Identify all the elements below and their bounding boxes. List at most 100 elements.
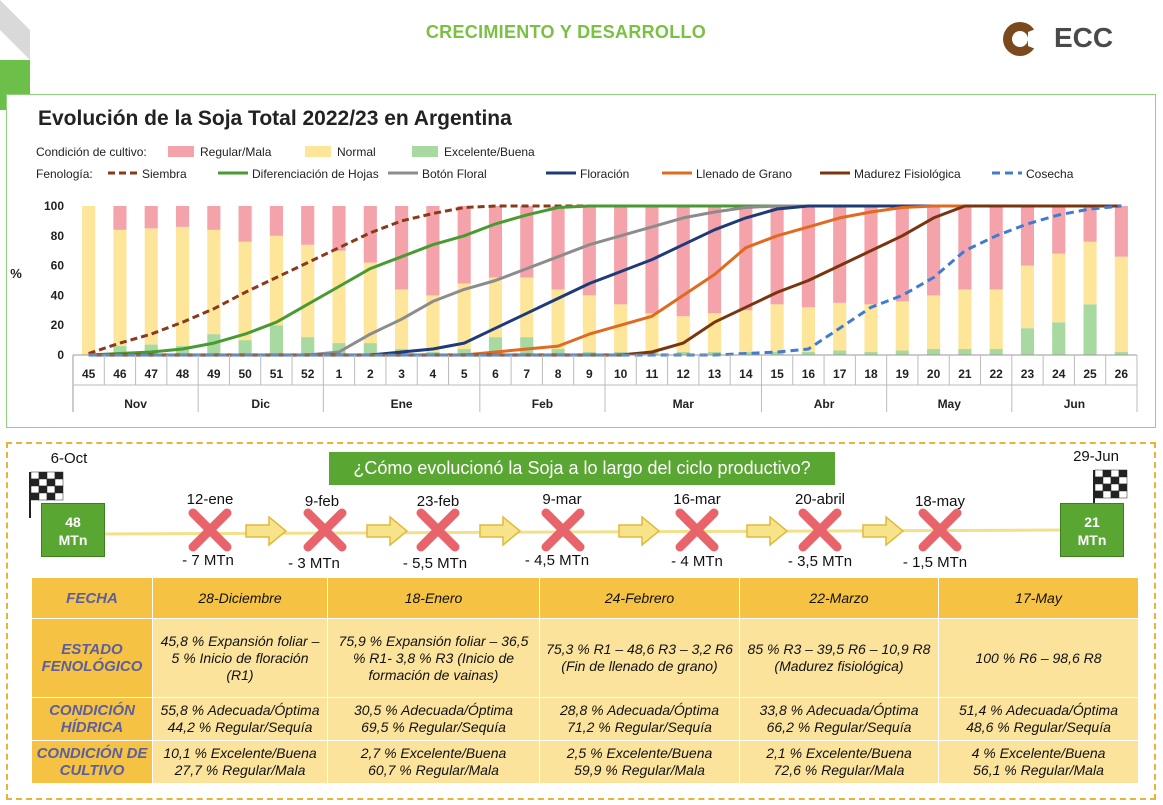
x-tick-label: 8	[555, 367, 562, 381]
estado-cell: 75,3 % R1 – 48,6 R3 – 3,2 R6 (Fin de lle…	[539, 618, 740, 698]
bar-segment	[801, 307, 815, 353]
bar-segment	[113, 206, 127, 230]
bar-segment	[927, 349, 941, 355]
logo-text: ECC	[1054, 22, 1114, 53]
bar-segment	[113, 229, 127, 347]
x-tick-label: 48	[176, 367, 190, 381]
legend-condicion-label: Condición de cultivo:	[36, 145, 147, 159]
x-tick-label: 50	[238, 367, 252, 381]
bar-segment	[739, 206, 753, 311]
legend-label: Cosecha	[1026, 167, 1074, 181]
arrow-right-icon	[862, 515, 905, 547]
bar-segment	[269, 235, 283, 326]
bar-segment	[520, 206, 534, 278]
month-label: Nov	[124, 397, 147, 411]
bar-segment	[582, 295, 596, 353]
start-flag-icon-square	[46, 485, 56, 494]
x-tick-label: 46	[113, 367, 127, 381]
start-flag-icon-square	[54, 492, 64, 501]
arrow-right-icon	[245, 515, 288, 547]
start-flag-icon-square	[54, 478, 64, 487]
month-label: Abr	[814, 397, 835, 411]
cultivo-line: 59,9 % Regular/Mala	[574, 762, 705, 778]
legend-fenologia-label: Fenología:	[36, 167, 93, 181]
cultivo-line: 4 % Excelente/Buena	[971, 745, 1106, 761]
legend-swatch	[412, 146, 438, 157]
start-flag-icon-square	[30, 492, 40, 501]
month-label: Dic	[251, 397, 270, 411]
cross-icon	[416, 508, 460, 552]
legend-swatch	[305, 146, 331, 157]
finish-flag-icon-square	[1094, 476, 1104, 485]
event-date: 12-ene	[186, 491, 234, 508]
x-tick-label: 21	[958, 367, 972, 381]
arrow-right-icon	[479, 515, 522, 547]
hidrica-line: 66,2 % Regular/Sequía	[766, 719, 912, 735]
start-date: 6-Oct	[50, 450, 88, 467]
hidrica-cell: 33,8 % Adecuada/Óptima 66,2 % Regular/Seq…	[739, 697, 939, 741]
x-tick-label: 23	[1021, 367, 1035, 381]
x-tick-label: 18	[864, 367, 878, 381]
start-flag-icon-square	[38, 471, 48, 480]
fecha-cell: 28-Diciembre	[152, 577, 328, 619]
start-flag-icon-square	[54, 485, 64, 494]
bar-segment	[1083, 304, 1097, 355]
event-delta: - 3,5 MTn	[787, 553, 853, 570]
cultivo-line: 10,1 % Excelente/Buena	[163, 745, 317, 761]
table-row: CONDICIÓN DE CULTIVO 10,1 % Excelente/Bu…	[31, 740, 1139, 784]
bar-segment	[1052, 322, 1066, 355]
cultivo-cell: 4 % Excelente/Buena 56,1 % Regular/Mala	[938, 740, 1139, 784]
finish-flag-icon-square	[1102, 469, 1112, 478]
fecha-cell: 22-Marzo	[739, 577, 939, 619]
y-tick-label: 0	[57, 348, 64, 362]
legend-label: Siembra	[142, 167, 187, 181]
bar-segment	[457, 206, 471, 284]
legend-label: Llenado de Grano	[696, 167, 792, 181]
cultivo-cell: 2,7 % Excelente/Buena 60,7 % Regular/Mala	[327, 740, 540, 784]
x-tick-label: 3	[398, 367, 405, 381]
cultivo-line: 72,6 % Regular/Mala	[773, 762, 905, 778]
bar-segment	[520, 277, 534, 338]
legend-label: Madurez Fisiológica	[854, 167, 961, 181]
bar-segment	[1114, 352, 1128, 355]
x-tick-label: 47	[145, 367, 159, 381]
x-tick-label: 10	[614, 367, 628, 381]
bar-segment	[614, 304, 628, 353]
hidrica-cell: 30,5 % Adecuada/Óptima 69,5 % Regular/Seq…	[327, 697, 540, 741]
finish-flag-icon-square	[1094, 483, 1104, 492]
hidrica-line: 51,4 % Adecuada/Óptima	[958, 702, 1119, 718]
bar-segment	[238, 206, 252, 242]
start-flag-icon-square	[30, 485, 40, 494]
bar-segment	[864, 352, 878, 355]
legend-label: Regular/Mala	[200, 145, 272, 159]
hidrica-cell: 28,8 % Adecuada/Óptima 71,2 % Regular/Seq…	[539, 697, 740, 741]
bar-segment	[1020, 206, 1035, 266]
x-tick-label: 24	[1052, 367, 1066, 381]
table-row: CONDICIÓN HÍDRICA 55,8 % Adecuada/Óptima…	[31, 697, 1139, 741]
x-tick-label: 15	[770, 367, 784, 381]
bar-segment	[614, 206, 628, 305]
finish-flag-icon-square	[1102, 476, 1112, 485]
event-date: 9-feb	[304, 493, 340, 510]
x-tick-label: 22	[989, 367, 1003, 381]
cultivo-line: 60,7 % Regular/Mala	[368, 762, 499, 778]
event-date: 18-may	[914, 493, 966, 510]
x-tick-label: 1	[336, 367, 343, 381]
event-date: 23-feb	[416, 493, 460, 510]
bar-segment	[332, 343, 346, 355]
hidrica-cell: 51,4 % Adecuada/Óptima 48,6 % Regular/Seq…	[938, 697, 1139, 741]
bar-segment	[551, 289, 565, 350]
bar-segment	[175, 206, 190, 227]
timeline-graphics	[29, 469, 1128, 552]
bar-segment	[801, 352, 815, 355]
bar-segment	[1114, 256, 1128, 353]
bar-segment	[895, 206, 909, 302]
bar-segment	[958, 206, 972, 290]
y-tick-label: 20	[51, 318, 65, 332]
bar-segment	[739, 310, 753, 353]
x-tick-label: 17	[833, 367, 847, 381]
estado-cell: 75,9 % Expansión foliar – 36,5 % R1- 3,8…	[327, 618, 540, 698]
end-unit: MTn	[1077, 532, 1107, 548]
arrow-right-icon	[618, 515, 661, 547]
bar-segment	[332, 206, 346, 251]
